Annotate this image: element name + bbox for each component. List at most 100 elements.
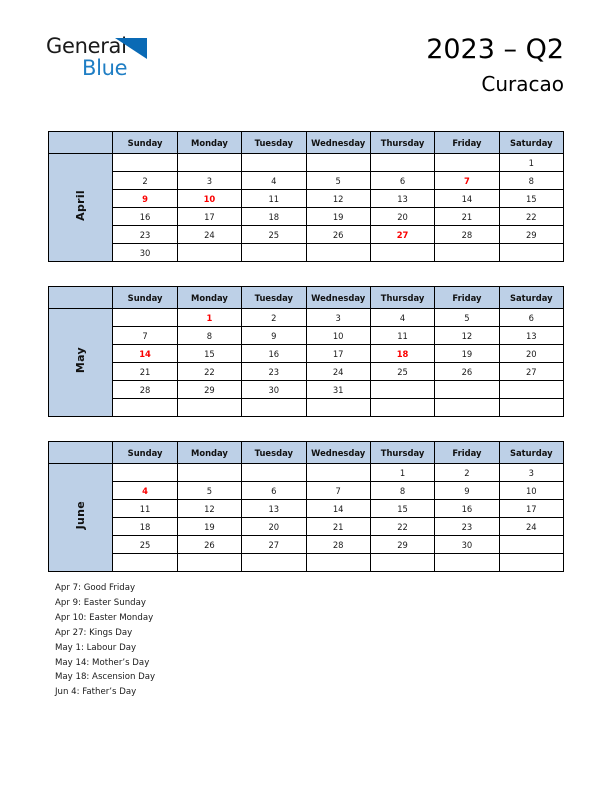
calendar-day-june-19: 19 [176, 517, 243, 536]
month-label-may: May [47, 308, 114, 417]
calendar-day-holiday-april-9: 9 [112, 189, 178, 208]
calendar-day-june-14: 14 [305, 499, 371, 518]
calendar-day-april-17: 17 [176, 207, 243, 226]
logo-text-general: General [46, 34, 127, 58]
calendar-week-row: 25 26 27 28 29 30 [49, 535, 565, 554]
calendar-day-may-21: 21 [112, 362, 178, 381]
calendar-day-holiday-may-18: 18 [369, 344, 436, 363]
calendar-day-empty [305, 463, 371, 482]
calendar-day-empty [369, 553, 436, 572]
calendar-day-june-26: 26 [176, 535, 243, 554]
calendar-day-april-4: 4 [241, 171, 307, 190]
calendar-day-holiday-may-1: 1 [176, 308, 243, 327]
calendar-day-may-15: 15 [176, 344, 243, 363]
calendar-day-empty [434, 243, 500, 262]
calendar-week-row: May 1 2 3 4 5 6 [47, 308, 565, 417]
weekday-header-thursday: Thursday [369, 131, 436, 154]
calendar-day-may-12: 12 [434, 326, 500, 345]
calendar-week-row [49, 398, 565, 417]
calendar-day-april-25: 25 [241, 225, 307, 244]
calendar-day-holiday-may-14: 14 [112, 344, 178, 363]
calendar-day-empty [369, 243, 436, 262]
page-title: 2023 – Q2 [426, 34, 564, 65]
calendar-day-may-30: 30 [241, 380, 307, 399]
calendar-day-june-24: 24 [498, 517, 565, 536]
title-block: 2023 – Q2 Curacao [426, 34, 564, 97]
calendar-day-june-6: 6 [241, 481, 307, 500]
calendar-week-row: 16 17 18 19 20 21 22 [49, 207, 565, 226]
weekday-header-sunday: Sunday [112, 441, 178, 464]
calendar-day-holiday-june-4: 4 [112, 481, 178, 500]
holiday-item: Apr 10: Easter Monday [55, 612, 154, 623]
calendar-day-empty [498, 398, 565, 417]
calendar-day-april-13: 13 [369, 189, 436, 208]
logo-text-blue: Blue [82, 56, 128, 80]
table-corner-cell [47, 441, 114, 464]
weekday-header-tuesday: Tuesday [241, 286, 307, 309]
weekday-header-monday: Monday [176, 441, 243, 464]
calendar-day-june-29: 29 [369, 535, 436, 554]
calendar-day-june-9: 9 [434, 481, 500, 500]
calendar-day-empty [434, 398, 500, 417]
calendar-day-empty [434, 380, 500, 399]
calendar-day-june-30: 30 [434, 535, 500, 554]
month-label-text: June [74, 500, 88, 530]
calendar-day-june-10: 10 [498, 481, 565, 500]
logo-triangle-icon [115, 38, 147, 59]
calendar-day-june-15: 15 [369, 499, 436, 518]
calendar-day-april-6: 6 [369, 171, 436, 190]
calendar-day-april-2: 2 [112, 171, 178, 190]
weekday-header-friday: Friday [434, 286, 500, 309]
holiday-item: May 14: Mother’s Day [55, 657, 150, 668]
calendar-day-april-29: 29 [498, 225, 565, 244]
calendar-day-may-25: 25 [369, 362, 436, 381]
calendar-day-empty [176, 398, 243, 417]
calendar-day-empty [176, 463, 243, 482]
holiday-item: Apr 9: Easter Sunday [55, 597, 146, 608]
calendar-day-empty [241, 153, 307, 172]
calendar-day-june-17: 17 [498, 499, 565, 518]
calendar-week-row: 21 22 23 24 25 26 27 [49, 362, 565, 381]
weekday-header-wednesday: Wednesday [305, 131, 371, 154]
calendar-day-june-25: 25 [112, 535, 178, 554]
calendar-day-empty [112, 463, 178, 482]
weekday-header-tuesday: Tuesday [241, 131, 307, 154]
weekday-header-friday: Friday [434, 131, 500, 154]
holiday-item: Jun 4: Father’s Day [55, 687, 137, 698]
holiday-item: Apr 7: Good Friday [55, 583, 136, 593]
calendar-day-may-23: 23 [241, 362, 307, 381]
calendar-day-april-12: 12 [305, 189, 371, 208]
month-label-text: May [74, 346, 88, 374]
holiday-item: May 18: Ascension Day [55, 672, 156, 683]
calendar-table-april: Sunday Monday Tuesday Wednesday Thursday Frid… [47, 131, 565, 262]
calendar-day-empty [498, 535, 565, 554]
page-header: General Blue 2023 – Q2 Curacao [0, 0, 612, 120]
calendar-week-row: 9 10 11 12 13 14 15 [49, 189, 565, 208]
calendar-day-june-11: 11 [112, 499, 178, 518]
calendar-day-may-9: 9 [241, 326, 307, 345]
calendar-table-june: Sunday Monday Tuesday Wednesday Thursday Frid… [47, 441, 565, 572]
calendar-day-may-26: 26 [434, 362, 500, 381]
calendar-week-row: 28 29 30 31 [49, 380, 565, 399]
calendar-day-may-8: 8 [176, 326, 243, 345]
calendar-day-june-21: 21 [305, 517, 371, 536]
table-corner-cell [47, 131, 114, 154]
weekday-header-friday: Friday [434, 441, 500, 464]
calendar-day-empty [305, 553, 371, 572]
weekday-header-tuesday: Tuesday [241, 441, 307, 464]
calendar-day-may-13: 13 [498, 326, 565, 345]
calendar-day-april-23: 23 [112, 225, 178, 244]
calendar-day-empty [176, 243, 243, 262]
calendar-week-row: 11 12 13 14 15 16 17 [49, 499, 565, 518]
calendar-week-row: 18 19 20 21 22 23 24 [49, 517, 565, 536]
calendar-day-april-11: 11 [241, 189, 307, 208]
calendar-day-may-5: 5 [434, 308, 500, 327]
calendar-day-empty [498, 553, 565, 572]
calendar-day-may-29: 29 [176, 380, 243, 399]
month-label-june: June [47, 463, 114, 572]
calendar-day-april-19: 19 [305, 207, 371, 226]
holiday-item: Apr 27: Kings Day [55, 627, 133, 638]
weekday-header-row: Sunday Monday Tuesday Wednesday Thursday Frid… [47, 286, 565, 309]
weekday-header-saturday: Saturday [498, 441, 565, 464]
